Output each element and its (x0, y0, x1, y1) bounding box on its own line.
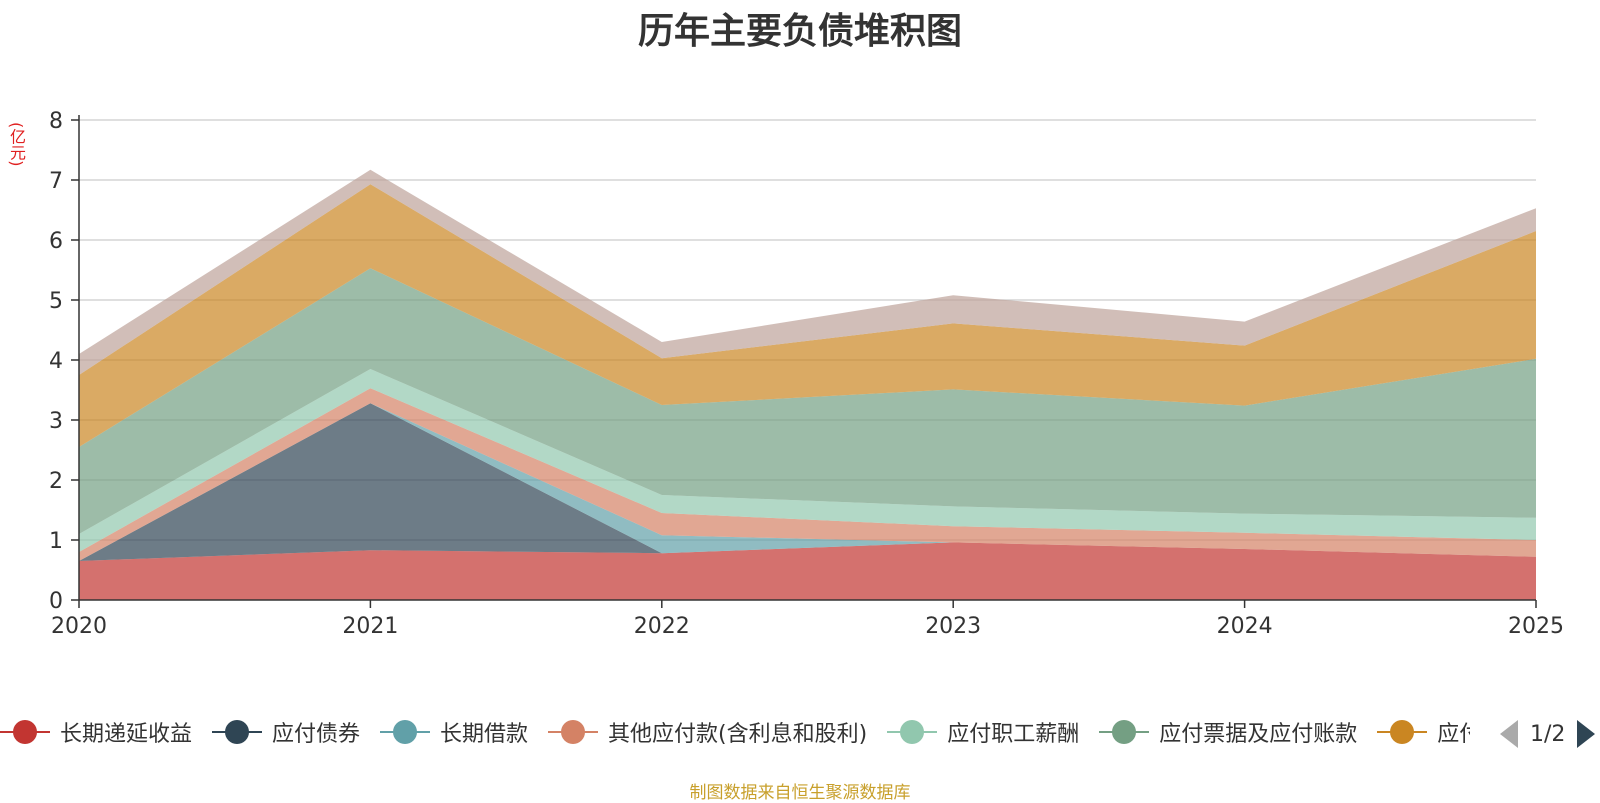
area-series-1 (79, 403, 1536, 561)
area-series-6 (79, 184, 1536, 447)
x-tick-labels: 2020 2021 2022 2023 2024 2025 (51, 600, 1564, 639)
legend-item[interactable]: 应付职工薪酬 (887, 716, 1079, 748)
area-series-7 (79, 169, 1536, 375)
legend-marker-icon (212, 720, 263, 744)
legend-marker-icon (548, 720, 599, 744)
y-tick-label: 7 (49, 169, 63, 194)
legend-label: 长期递延收益 (60, 722, 193, 747)
legend-item[interactable]: 应付债券 (212, 716, 360, 748)
axes (78, 115, 1536, 601)
y-tick-label: 0 (49, 589, 63, 614)
legend-label: 应付票据及应付账款 (1159, 722, 1358, 747)
y-tick-label: 1 (49, 529, 63, 554)
legend-label: 应付债券 (272, 722, 361, 747)
legend-item[interactable]: 长期借款 (380, 716, 528, 748)
area-series-4 (79, 369, 1536, 552)
x-tick-label: 2022 (634, 614, 690, 639)
legend-item[interactable]: 应付票据及应付账款 (1099, 716, 1357, 748)
legend-label: 长期借款 (440, 722, 529, 747)
source-note: 制图数据来自恒生聚源数据库 (689, 783, 911, 803)
legend-marker-icon (380, 720, 431, 744)
area-series-5 (79, 268, 1536, 534)
y-tick-label: 5 (49, 289, 63, 314)
x-tick-label: 2021 (342, 614, 398, 639)
stacked-area-chart: 0 1 2 3 4 5 6 7 8 2020 2021 2022 2023 2024 2025 (49, 109, 1564, 639)
legend-label: 其他应付款(含利息和股利) (608, 722, 868, 747)
y-tick-label: 6 (49, 229, 63, 254)
legend-marker-icon (1099, 720, 1150, 744)
y-tick-label: 2 (49, 469, 63, 494)
legend: 长期递延收益 应付债券 长期借款 其他应付款(含利息和股利) 应付职工薪酬 应付票据及应付… (0, 716, 1470, 752)
x-tick-label: 2025 (1508, 614, 1564, 639)
legend-label: 应付职工薪酬 (947, 722, 1080, 747)
y-tick-label: 8 (49, 109, 63, 134)
area-series-3 (79, 388, 1536, 561)
legend-marker-icon (887, 720, 938, 744)
x-tick-label: 2020 (51, 614, 107, 639)
series-areas (79, 169, 1536, 600)
x-tick-label: 2024 (1217, 614, 1273, 639)
legend-item[interactable]: 长期递延收益 (0, 716, 192, 748)
legend-item[interactable]: 其他应付款(含利息和股利) (548, 716, 867, 748)
y-tick-label: 3 (49, 409, 63, 434)
y-axis-unit-label: (亿元) (7, 122, 26, 167)
area-series-0 (79, 542, 1536, 600)
legend-marker-icon (0, 720, 50, 744)
legend-pager: 1/2 (1500, 716, 1596, 752)
x-tick-label: 2023 (925, 614, 981, 639)
legend-item[interactable]: 应付票据 (1377, 716, 1470, 748)
legend-page-indicator: 1/2 (1530, 721, 1566, 747)
legend-marker-icon (1377, 720, 1428, 744)
legend-prev-page-icon[interactable] (1500, 720, 1518, 748)
chart-title: 历年主要负债堆积图 (637, 11, 962, 52)
y-tick-label: 4 (49, 349, 63, 374)
legend-label: 应付票据 (1437, 722, 1470, 747)
y-tick-labels: 0 1 2 3 4 5 6 7 8 (49, 109, 79, 614)
legend-next-page-icon[interactable] (1577, 720, 1596, 748)
